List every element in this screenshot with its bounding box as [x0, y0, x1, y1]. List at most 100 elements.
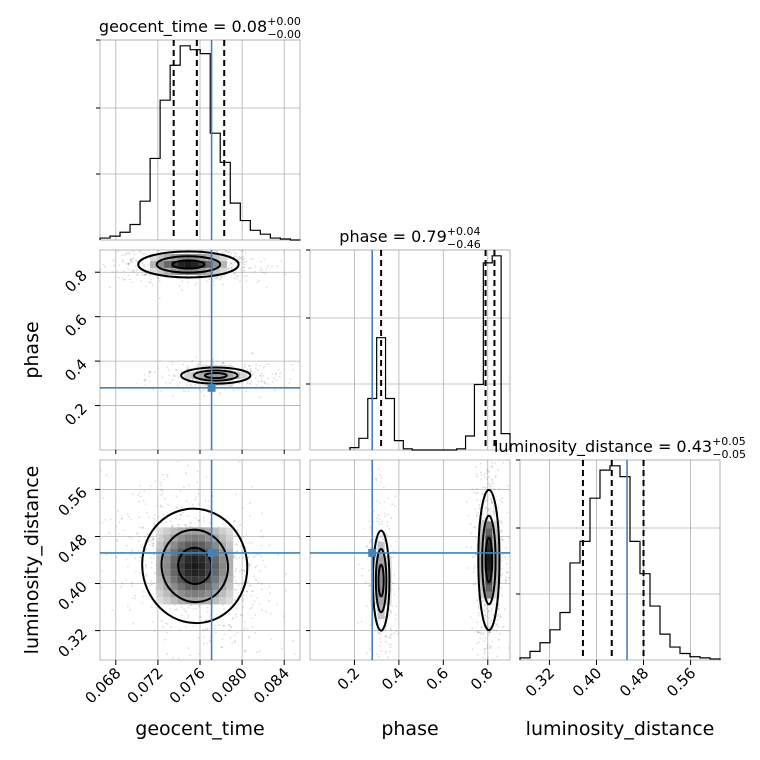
sample-point: [181, 511, 184, 514]
density-cell: [226, 576, 234, 584]
sample-point: [166, 631, 168, 634]
sample-point: [177, 657, 180, 660]
density-cell: [377, 598, 385, 606]
density-cell: [156, 541, 164, 549]
sample-point: [257, 380, 260, 383]
sample-point: [153, 521, 155, 524]
density-cell: [156, 576, 164, 584]
sample-point: [238, 570, 241, 573]
density-cell: [226, 569, 234, 577]
sample-point: [187, 616, 189, 619]
density-cell: [226, 527, 234, 535]
density-cell: [485, 591, 493, 599]
sample-point: [230, 626, 233, 629]
sample-point: [275, 265, 278, 268]
density-cell: [198, 562, 206, 570]
density-cell: [177, 569, 185, 577]
sample-point: [133, 253, 136, 256]
sample-point: [216, 243, 218, 245]
sample-point: [159, 504, 162, 507]
panel-frame: [519, 459, 721, 661]
sample-point: [112, 259, 114, 262]
sample-point: [165, 381, 168, 384]
density-cell: [156, 583, 164, 591]
sample-point: [486, 624, 489, 627]
sample-point: [154, 572, 157, 575]
density-cell: [478, 521, 486, 529]
density-cell: [156, 569, 164, 577]
sample-point: [481, 512, 484, 515]
sample-point: [360, 620, 363, 623]
sample-point: [150, 580, 153, 583]
sample-point: [244, 364, 247, 366]
sample-point: [104, 519, 107, 521]
sample-point: [199, 363, 201, 366]
sample-point: [395, 630, 398, 633]
sample-point: [164, 638, 166, 641]
density-cell: [226, 372, 234, 380]
sample-point: [128, 262, 131, 265]
sample-point: [233, 256, 235, 258]
sample-point: [164, 497, 166, 500]
sample-point: [237, 250, 239, 251]
sample-point: [216, 243, 218, 245]
sample-point: [506, 562, 508, 565]
sample-point: [161, 492, 164, 495]
sample-point: [195, 356, 197, 359]
sample-point: [230, 251, 233, 254]
sample-point: [493, 488, 496, 490]
sample-point: [489, 507, 492, 510]
sample-point: [195, 496, 198, 499]
sample-point: [233, 634, 236, 637]
sample-point: [262, 374, 265, 377]
sample-point: [172, 248, 174, 250]
sample-point: [245, 390, 248, 393]
density-cell: [485, 535, 493, 543]
sample-point: [114, 245, 116, 247]
density-cell: [170, 569, 178, 577]
sample-point: [120, 518, 123, 520]
sample-point: [187, 484, 190, 487]
density-cell: [191, 253, 199, 261]
density-cell: [377, 563, 385, 571]
sample-point: [477, 605, 480, 608]
sample-point: [199, 519, 201, 521]
sample-point: [178, 381, 181, 384]
density-cell: [205, 527, 213, 535]
sample-point: [249, 382, 252, 385]
title-minus: −0.46: [447, 238, 481, 251]
sample-point: [242, 266, 245, 269]
sample-point: [489, 604, 492, 607]
sample-point: [235, 253, 238, 255]
sample-point: [180, 614, 183, 617]
sample-point: [237, 594, 240, 596]
sample-point: [122, 270, 125, 273]
marginal-panel-geocent_time: geocent_time = 0.08+0.00 −0.00: [96, 15, 301, 241]
sample-point: [200, 390, 203, 393]
sample-point: [131, 258, 134, 261]
sample-point: [378, 632, 380, 634]
sample-point: [238, 556, 241, 559]
sample-point: [480, 478, 482, 481]
density-cell: [205, 590, 213, 598]
y-axis-label-luminosity_distance: luminosity_distance: [21, 466, 43, 655]
sample-point: [502, 670, 504, 672]
sample-point: [173, 608, 176, 611]
sample-point: [242, 605, 245, 608]
sample-point: [252, 258, 255, 260]
sample-point: [138, 516, 141, 519]
sample-point: [516, 497, 518, 499]
sample-point: [210, 242, 212, 244]
density-cell: [212, 253, 220, 261]
sample-point: [485, 615, 488, 618]
sample-point: [367, 585, 370, 587]
sample-point: [291, 363, 294, 366]
sample-point: [138, 250, 141, 252]
sample-point: [249, 564, 252, 567]
sample-point: [125, 263, 128, 265]
sample-point: [143, 535, 146, 538]
y-tick-label-luminosity_distance: 0.40: [54, 578, 90, 614]
sample-point: [222, 361, 225, 364]
sample-point: [504, 555, 506, 558]
sample-point: [391, 503, 394, 506]
